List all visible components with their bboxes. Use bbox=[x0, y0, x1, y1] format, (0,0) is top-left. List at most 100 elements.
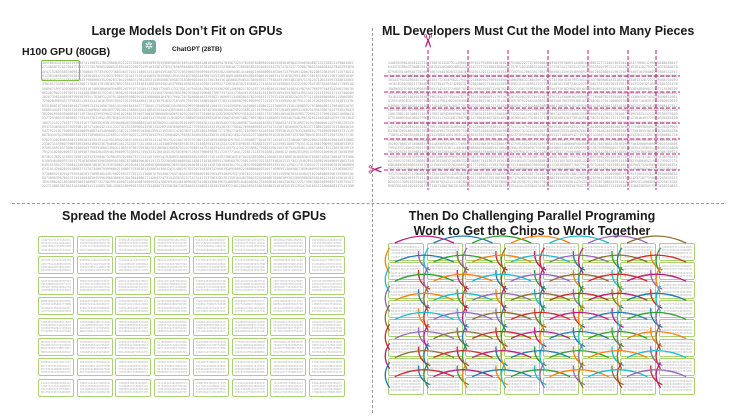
diagonal-link bbox=[417, 250, 431, 271]
gpu-chip: 31944830429502592979 5728811680003717524… bbox=[231, 317, 268, 336]
gpu-chip: 00460421877890756773 4546690644797674611… bbox=[308, 256, 345, 275]
gpu-chip: 90439173187339353700 6524069053579278560… bbox=[38, 338, 74, 356]
horizontal-link bbox=[433, 254, 493, 263]
gpu-chip: 31413221675389094063 3155722688805326650… bbox=[658, 376, 695, 395]
vertical-link bbox=[461, 304, 468, 331]
gpu-label: H100 GPU (80GB) bbox=[22, 46, 111, 58]
chip-weights-text: 58884506970138708381 1815842945003777886… bbox=[41, 300, 71, 313]
diagonal-link bbox=[572, 365, 586, 386]
diagonal-link bbox=[611, 289, 624, 309]
vertical-link bbox=[423, 304, 429, 331]
gpu-chip: 73743690948774171276 6608974818056907780… bbox=[270, 297, 307, 316]
chip-weights-text: 19312518272420676528 9576210058446903845… bbox=[234, 279, 265, 292]
chip-weights-text: 37148706054021197118 9181817767925128785… bbox=[584, 246, 615, 258]
chip-weights-text: 58936131415348026933 0192140887228267859… bbox=[429, 284, 460, 297]
gpu-chip: 56666730394733564143 2434176985513093330… bbox=[154, 358, 191, 377]
horizontal-link bbox=[394, 330, 455, 340]
diagonal-link bbox=[417, 327, 431, 348]
vertical-link bbox=[384, 266, 391, 293]
chip-weights-text: 15446379047798540656 5772129641221921719… bbox=[661, 360, 692, 373]
horizontal-link bbox=[588, 254, 648, 263]
gpu-chip: 53045448369481837382 1903903193482058787… bbox=[192, 276, 229, 295]
vertical-link bbox=[500, 285, 507, 312]
chip-weights-text: 99074778156165714722 7069855323102437880… bbox=[545, 246, 576, 258]
gpu-chip: 78005194262179016520 9352336086549539151… bbox=[76, 378, 113, 397]
horizontal-link bbox=[549, 273, 609, 282]
vertical-link bbox=[616, 342, 623, 370]
gpu-chip: 37846655841498260932 7399237624649163408… bbox=[154, 317, 191, 336]
diagonal-link bbox=[417, 270, 431, 290]
chip-weights-text: 41656039401554679819 3883520342961935981… bbox=[391, 360, 421, 373]
chip-weights-text: 32878986004571227487 7973731027145154162… bbox=[429, 265, 460, 278]
chip-weights-text: 79093165052758618361 4749017780023744040… bbox=[195, 300, 226, 313]
chip-weights-text: 30887992155252775383 6177971721699027104… bbox=[195, 381, 226, 394]
diagonal-link bbox=[650, 327, 663, 348]
vertical-link bbox=[461, 342, 468, 370]
chip-weights-text: 90610987190246081526 7270314052003435936… bbox=[429, 322, 460, 335]
horizontal-link bbox=[471, 311, 532, 320]
chip-weights-text: 90582264536947249334 9717897317185739072… bbox=[79, 279, 110, 292]
gpu-chip: 95008913166431629489 2212667931023302375… bbox=[76, 256, 113, 275]
panel-title-bottom-right-line1: Then Do Challenging Parallel Programing bbox=[408, 209, 656, 223]
chip-weights-text: 37770618727054789733 3267279399402012824… bbox=[195, 259, 226, 272]
gpu-chip: 79233441525724763318 9256879460067569775… bbox=[76, 236, 113, 254]
gpu-chip: 90582264536947249334 9717897317185739072… bbox=[76, 276, 113, 295]
horizontal-link bbox=[626, 235, 687, 244]
gpu-chip: 37770618727054789733 3267279399402012824… bbox=[192, 256, 229, 275]
horizontal-link bbox=[626, 330, 687, 340]
chip-weights-text: 10855691395432396356 0386208928423398578… bbox=[468, 303, 499, 316]
chip-weights-text: 31944830429502592979 5728811680003717524… bbox=[234, 320, 265, 333]
chip-weights-text: 99247808118734413140 1668962151736772488… bbox=[195, 341, 226, 353]
vertical-link bbox=[461, 362, 468, 389]
vertical-link bbox=[655, 247, 662, 274]
vertical-link bbox=[539, 362, 546, 389]
chip-weights-text: 33419919090963131975 0074402346945302998… bbox=[507, 246, 538, 258]
chip-weights-text: 77592749851717653290 5964668286923380882… bbox=[623, 360, 654, 373]
chip-weights-text: 30687485025554948601 3368466074779158783… bbox=[507, 379, 538, 392]
horizontal-link bbox=[626, 273, 687, 282]
vertical-link bbox=[655, 362, 662, 389]
chip-weights-text: 96992645526460586321 9292638599458428849… bbox=[623, 246, 654, 258]
vertical-link bbox=[384, 323, 391, 351]
horizontal-link bbox=[510, 273, 571, 282]
chip-weights-text: 93307588370444580832 9392320089539024382… bbox=[623, 379, 654, 392]
vertical-link bbox=[384, 247, 391, 274]
gpu-chip: 59313141983491386151 1411227425236203207… bbox=[115, 276, 152, 295]
gpu-chip: 22304947611249382047 0607408019995613199… bbox=[388, 319, 424, 338]
vertical-divider bbox=[372, 28, 373, 413]
chip-weights-text: 72674695381625924552 0031512711161158385… bbox=[545, 360, 576, 373]
vertical-link bbox=[616, 304, 623, 331]
gpu-chip: 42576581803156130402 4786876758537648221… bbox=[308, 297, 345, 316]
chip-weights-text: 13467933318724624111 9619415766644084062… bbox=[41, 239, 71, 251]
diagonal-link bbox=[572, 308, 586, 328]
diagonal-link bbox=[572, 346, 586, 367]
vertical-link bbox=[655, 304, 662, 331]
gpu-chip: 83041899463252892871 4277160977208169533… bbox=[308, 378, 345, 397]
diagonal-link bbox=[417, 346, 431, 367]
chip-weights-text: 94333506364582201780 3882035415781398263… bbox=[429, 341, 460, 354]
gpu-chip: 16616357409271545078 4690272132284186237… bbox=[76, 297, 113, 316]
chip-weights-text: 93221733816670545706 3685772444548363149… bbox=[661, 322, 692, 335]
gpu-chip: 52203235089295603636 6953988004657877215… bbox=[38, 276, 74, 295]
diagonal-link bbox=[495, 250, 508, 271]
vertical-link bbox=[539, 266, 546, 293]
horizontal-link bbox=[433, 369, 493, 378]
diagonal-link bbox=[456, 250, 470, 271]
diagonal-link bbox=[572, 289, 586, 309]
diagonal-link bbox=[417, 365, 431, 386]
gpu-chip: 70469603004135543722 6192242753092115904… bbox=[231, 236, 268, 254]
chip-weights-text: 00460421877890756773 4546690644797674611… bbox=[311, 259, 342, 272]
horizontal-link bbox=[394, 254, 455, 263]
gpu-chip: 99329260778176363335 9344407976034123655… bbox=[270, 317, 307, 336]
horizontal-link bbox=[549, 235, 609, 244]
chip-weights-text: 37206181452560745520 0638942501550154836… bbox=[118, 239, 149, 251]
horizontal-link bbox=[471, 273, 532, 282]
chip-weights-text: 48880358414455620676 0193213253669422298… bbox=[391, 341, 421, 354]
horizontal-link bbox=[394, 311, 455, 320]
gpu-chip: 78562539026055245926 3925169050815591656… bbox=[115, 317, 152, 336]
chip-weights-text: 72702495689016573512 5419751012452443669… bbox=[118, 300, 149, 313]
gpu-chip: 75839929787283235944 8209976757611544138… bbox=[154, 236, 191, 254]
chip-weights-text: 57763074935483468650 0613149603101499841… bbox=[234, 341, 265, 353]
gpu-chip: 52899823845190415289 8039862803762614503… bbox=[270, 256, 307, 275]
vertical-link bbox=[539, 323, 546, 351]
